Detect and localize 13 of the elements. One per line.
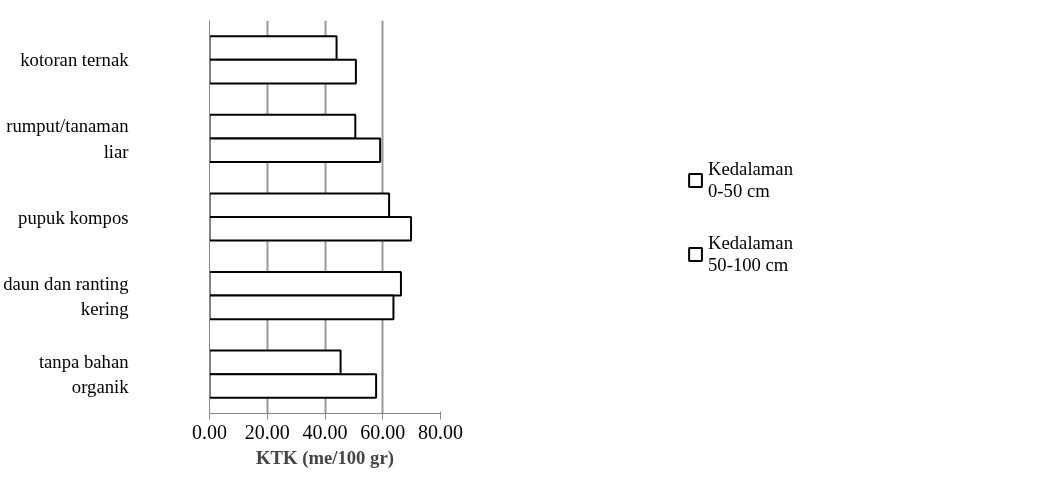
legend-label: Kedalaman 50-100 cm [708,231,793,276]
legend-label: Kedalaman 0-50 cm [708,157,793,202]
x-tick-label: 40.00 [302,420,348,443]
y-tick-label: rumput/tanaman liar [6,115,130,162]
y-tick-label: tanpa bahan organik [38,351,130,398]
x-axis-title: KTK (me/100 gr) [256,446,394,469]
x-tick-label: 0.00 [192,420,227,443]
x-tick-label: 60.00 [360,420,406,443]
x-tick-label: 80.00 [418,420,463,443]
y-tick-label: daun dan ranting kering [3,272,129,319]
y-tick-label: pupuk kompos [18,206,129,228]
y-tick-label: kotoran ternak [20,49,130,71]
x-tick-label: 20.00 [244,420,290,443]
